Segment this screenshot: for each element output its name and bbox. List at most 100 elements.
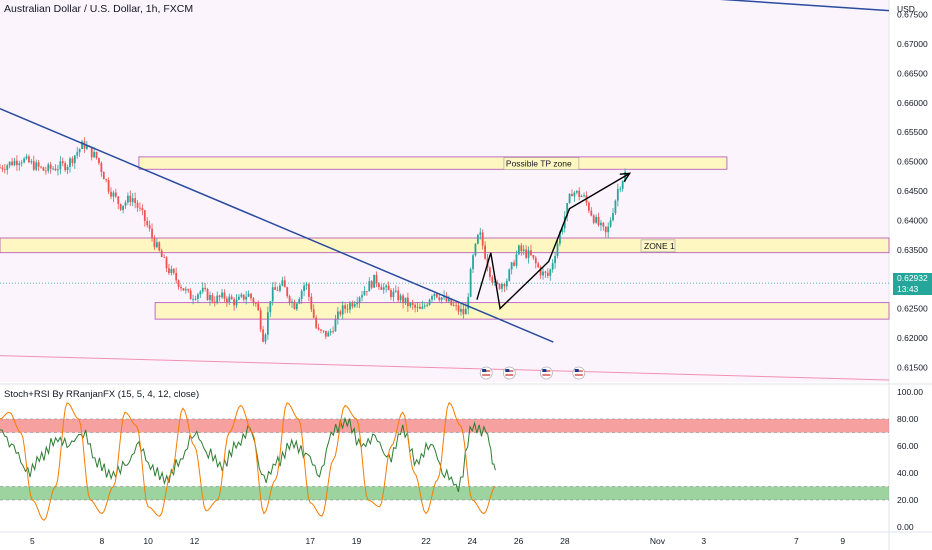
candle-body: [242, 294, 245, 300]
candle-body: [158, 242, 161, 251]
candle-body: [274, 287, 277, 290]
candle-body: [143, 210, 146, 221]
projection-path[interactable]: [476, 172, 631, 310]
candle-body: [607, 226, 610, 233]
candle-body: [583, 195, 585, 197]
candle-body: [460, 308, 462, 312]
zone-rect-2[interactable]: [154, 302, 890, 320]
candle-body: [107, 180, 110, 192]
candle-body: [216, 295, 219, 303]
candle-body: [358, 297, 361, 303]
candle-body: [119, 203, 122, 210]
candle-body: [445, 295, 448, 302]
candle-body: [257, 303, 260, 311]
zone-rect-1[interactable]: [0, 237, 890, 254]
candle-body: [293, 301, 296, 310]
candle-body: [300, 290, 303, 300]
zone-rect-0[interactable]: [138, 156, 728, 170]
candle-body: [539, 267, 542, 276]
candle-body: [182, 288, 185, 291]
candle-body: [81, 141, 83, 150]
candle-body: [520, 245, 523, 252]
candle-body: [517, 245, 520, 255]
current-price-tag: 0.62932 13:43: [893, 273, 932, 295]
candle-body: [530, 250, 532, 255]
candle-body: [315, 317, 318, 328]
candle-body: [447, 298, 450, 302]
candle-body: [6, 165, 9, 170]
candle-body: [44, 170, 47, 172]
candle-body: [619, 188, 622, 190]
candle-body: [566, 203, 569, 217]
candle-body: [59, 161, 62, 170]
candle-body: [269, 301, 272, 313]
candle-body: [428, 299, 431, 305]
zone-label: Possible TP zone: [506, 159, 572, 169]
candle-body: [394, 290, 397, 292]
candle-body: [476, 234, 479, 244]
trendline-1[interactable]: [468, 0, 890, 12]
trendline-0[interactable]: [0, 108, 554, 343]
candle-body: [71, 158, 74, 164]
arrow-head-icon: [619, 172, 632, 183]
indicator-y-tick-label: 40.00: [897, 468, 919, 478]
candle-body: [336, 311, 339, 320]
indicator-pane-background: [0, 386, 889, 532]
bar-countdown: 13:43: [897, 284, 919, 294]
candle-body: [498, 283, 501, 289]
candle-body: [590, 210, 593, 216]
currency-label: USD: [897, 4, 915, 14]
candle-body: [283, 280, 286, 288]
candle-body: [609, 220, 612, 227]
candle-body: [52, 168, 54, 170]
candle-body: [356, 302, 359, 305]
flag-canton: [542, 369, 547, 372]
candle-body: [346, 308, 349, 310]
indicator-title: Stoch+RSI By RRanjanFX (15, 5, 4, 12, cl…: [4, 389, 200, 400]
candle-body: [587, 202, 590, 211]
candle-body: [61, 161, 64, 164]
zone-label-box: [503, 157, 580, 170]
candle-body: [49, 164, 52, 169]
candle-body: [602, 222, 605, 227]
candle-body: [339, 311, 342, 315]
candle-body: [513, 262, 515, 266]
candle-body: [194, 298, 197, 300]
candle-body: [218, 295, 221, 298]
candle-body: [452, 305, 455, 306]
candle-body: [320, 329, 322, 331]
candle-body: [129, 195, 132, 203]
candle-body: [117, 196, 120, 204]
indicator-y-tick-label: 80.00: [897, 414, 919, 424]
candle-body: [431, 296, 433, 300]
candle-body: [252, 298, 255, 304]
candle-body: [100, 163, 103, 173]
candle-body: [402, 295, 404, 304]
candle-body: [54, 168, 57, 171]
chart-title: Australian Dollar / U.S. Dollar, 1h, FXC…: [4, 3, 194, 15]
current-price: 0.62932: [897, 273, 928, 283]
candle-body: [527, 250, 530, 258]
candle-body: [375, 274, 378, 284]
candle-body: [578, 190, 581, 197]
candle-body: [385, 285, 388, 288]
candle-body: [508, 269, 511, 281]
y-tick-label: 0.67000: [897, 39, 928, 49]
candle-body: [266, 312, 269, 335]
candle-body: [124, 202, 127, 206]
candle-body: [334, 319, 337, 332]
candle-body: [305, 284, 308, 286]
candle-body: [184, 289, 187, 291]
x-tick-label: 9: [840, 536, 845, 546]
candle-body: [57, 169, 59, 171]
candle-body: [298, 299, 301, 304]
x-tick-label: 22: [421, 536, 431, 546]
candle-body: [423, 305, 426, 307]
candle-body: [522, 249, 525, 252]
candle-body: [23, 158, 26, 163]
candle-body: [112, 192, 115, 197]
x-tick-label: 10: [143, 536, 153, 546]
candle-body: [264, 334, 267, 342]
candle-body: [308, 284, 310, 297]
